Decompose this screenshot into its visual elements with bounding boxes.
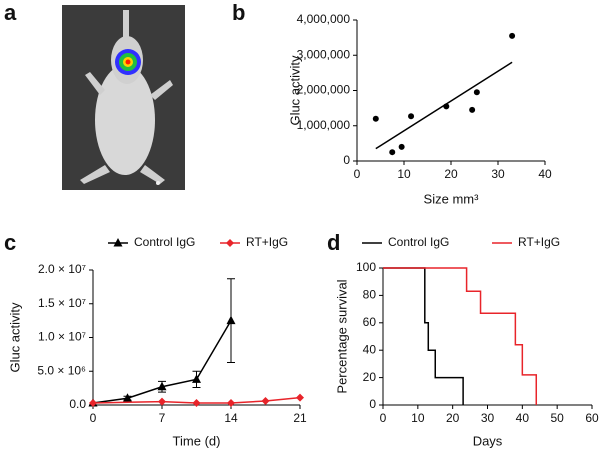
y-axis-label: Percentage survival [334,279,349,393]
marker [113,238,123,247]
series-line [92,396,301,404]
x-axis-label: Size mm³ [424,191,480,206]
point [443,103,450,110]
y-tick-label: 40 [363,342,377,356]
panel-label: c [4,230,16,255]
legend-label: Control IgG [388,235,449,249]
y-tick-label: 60 [363,315,377,329]
y-tick-label: 4,000,000 [297,12,351,26]
x-tick-label: 40 [516,411,530,425]
y-tick-label: 0 [343,153,350,167]
y-tick-label: 20 [363,370,377,384]
x-tick-label: 30 [491,167,505,181]
point [469,106,476,113]
panel-label: a [4,0,17,25]
y-axis-label: Gluc activity [7,302,22,373]
x-tick-label: 7 [159,411,166,425]
y-tick-label: 5.0 × 10⁶ [37,363,86,377]
x-tick-label: 14 [224,411,238,425]
point [398,143,405,150]
legend-label: Control IgG [134,235,195,249]
point [372,115,379,122]
y-tick-label: 3,000,000 [297,47,351,61]
x-tick-label: 40 [538,167,552,181]
point [509,32,516,39]
marker [226,239,234,247]
x-axis-label: Days [473,433,503,448]
x-tick-label: 30 [481,411,495,425]
x-axis-label: Time (d) [173,433,221,448]
marker [158,397,166,406]
y-tick-label: 1.5 × 10⁷ [38,296,86,310]
marker [227,398,235,407]
y-tick-label: 100 [356,260,376,274]
marker [192,374,201,383]
x-tick-label: 0 [380,411,387,425]
legend-label: RT+IgG [246,235,288,249]
y-axis-label: Gluc activity [287,55,302,126]
marker [157,381,167,391]
y-tick-label: 0 [369,397,376,411]
y-tick-label: 1,000,000 [297,118,351,132]
point [408,113,415,120]
y-tick-label: 0.0 [69,397,86,411]
y-tick-label: 80 [363,288,377,302]
x-tick-label: 60 [585,411,599,425]
series-line [383,267,538,405]
marker [261,396,270,405]
y-tick-label: 1.0 × 10⁷ [38,330,86,344]
x-tick-label: 50 [550,411,564,425]
x-tick-label: 0 [90,411,97,425]
legend-label: RT+IgG [518,235,560,249]
marker [226,315,236,325]
marker [296,393,304,402]
mouse-image [62,5,185,190]
x-tick-label: 20 [444,167,458,181]
point [473,89,480,96]
marker [123,393,132,402]
point [389,149,396,156]
x-tick-label: 21 [293,411,307,425]
x-tick-label: 0 [354,167,361,181]
marker [89,398,97,407]
marker [192,398,201,407]
panel-label: d [327,230,340,255]
x-tick-label: 20 [446,411,460,425]
series-line [383,267,464,405]
y-tick-label: 2.0 × 10⁷ [38,262,86,276]
panel-label: b [232,0,245,25]
x-tick-label: 10 [397,167,411,181]
y-tick-label: 2,000,000 [297,83,351,97]
x-tick-label: 10 [411,411,425,425]
